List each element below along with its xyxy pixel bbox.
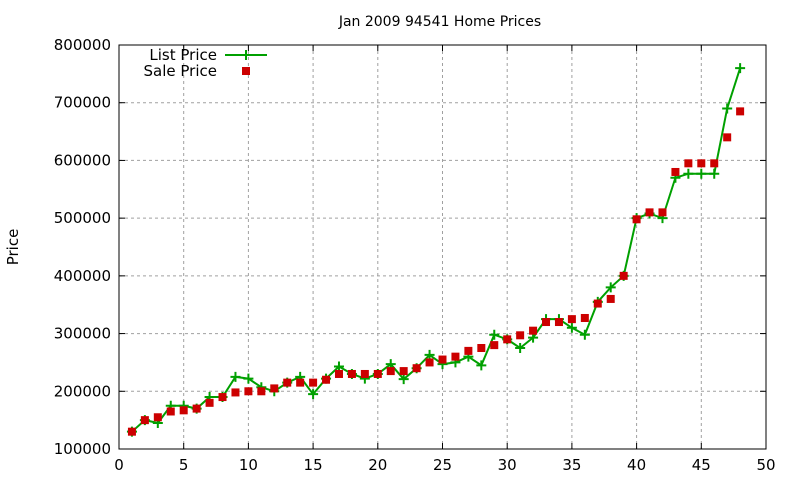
- x-tick-label: 5: [179, 456, 189, 474]
- list-price-point: [709, 168, 720, 179]
- y-tick-label: 400000: [54, 267, 111, 285]
- sale-price-point: [218, 393, 227, 402]
- sale-price-point: [166, 407, 175, 416]
- sale-price-point: [632, 215, 641, 224]
- x-tick-label: 25: [433, 456, 452, 474]
- legend-label-sale-price: Sale Price: [144, 62, 217, 80]
- x-tick-label: 15: [304, 456, 323, 474]
- sale-price-point: [127, 427, 136, 436]
- sale-price-point: [554, 318, 563, 327]
- sale-price-point: [671, 167, 680, 176]
- sale-price-point: [529, 326, 538, 335]
- list-price-point: [489, 329, 500, 340]
- x-tick-label: 40: [627, 456, 646, 474]
- y-axis-label: Price: [4, 229, 22, 266]
- list-price-point: [683, 168, 694, 179]
- list-price-point: [398, 374, 409, 385]
- sale-price-point: [322, 375, 331, 384]
- sale-price-point: [684, 159, 693, 168]
- y-tick-label: 600000: [54, 151, 111, 169]
- list-price-point: [308, 389, 319, 400]
- sale-price-point: [425, 358, 434, 367]
- list-price-point: [566, 322, 577, 333]
- sale-price-point: [334, 369, 343, 378]
- x-tick-label: 50: [756, 456, 775, 474]
- sale-price-point: [438, 355, 447, 364]
- y-tick-label: 500000: [54, 209, 111, 227]
- plot-frame: [118, 44, 767, 450]
- x-tick-label: 0: [114, 456, 124, 474]
- sale-price-point: [490, 341, 499, 350]
- y-tick-label: 700000: [54, 94, 111, 112]
- legend-label-list-price: List Price: [149, 46, 217, 64]
- list-price-point: [722, 103, 733, 114]
- sale-price-point: [516, 331, 525, 340]
- ticks: 0 5 10 15 20 25 30 35 40 45 50 100000 200000 300000 40…: [54, 36, 776, 474]
- sale-price-point: [283, 378, 292, 387]
- sale-price-point: [580, 313, 589, 322]
- sale-price-point: [360, 369, 369, 378]
- series-layer: [126, 63, 746, 437]
- list-price-point: [605, 282, 616, 293]
- sale-price-point: [477, 344, 486, 352]
- sale-price-point: [231, 388, 240, 397]
- sale-price-point: [542, 318, 551, 327]
- list-price-line: [131, 67, 742, 433]
- sale-price-point: [451, 352, 460, 361]
- list-price-point: [333, 361, 344, 372]
- sale-price-point: [373, 369, 382, 378]
- chart-title: Jan 2009 94541 Home Prices: [338, 14, 541, 30]
- list-price-point: [735, 63, 746, 74]
- list-price-point: [476, 360, 487, 371]
- x-tick-label: 10: [239, 456, 258, 474]
- x-tick-label: 30: [498, 456, 517, 474]
- sale-price-point: [710, 159, 719, 168]
- y-tick-label: 200000: [54, 382, 111, 400]
- sale-price-point: [658, 208, 667, 217]
- sale-price-point: [645, 208, 654, 217]
- sale-price-point: [723, 133, 732, 142]
- list-price-point: [243, 373, 254, 384]
- sale-price-point: [386, 367, 395, 376]
- y-tick-label: 800000: [54, 36, 111, 54]
- sale-price-point: [179, 406, 188, 415]
- sale-price-point: [464, 346, 473, 355]
- y-tick-label: 300000: [54, 325, 111, 343]
- sale-price-point: [205, 398, 214, 407]
- sale-price-point: [192, 404, 201, 413]
- sale-price-point: [296, 378, 305, 387]
- legend-marker-sale-price: [242, 67, 250, 75]
- legend-marker-list-price: [241, 50, 251, 60]
- sale-price-point: [697, 159, 706, 168]
- sale-price-point: [140, 416, 149, 425]
- sale-price-point: [619, 271, 628, 280]
- sale-price-point: [567, 315, 576, 324]
- list-price-point: [696, 168, 707, 179]
- list-price-point: [230, 371, 241, 382]
- sale-price-point: [736, 107, 745, 116]
- sale-price-point: [347, 369, 356, 378]
- legend: List Price Sale Price: [144, 46, 267, 80]
- sale-price-point: [606, 294, 615, 303]
- x-tick-label: 45: [692, 456, 711, 474]
- list-price-point: [515, 343, 526, 353]
- sale-price-point: [244, 387, 253, 396]
- sale-price-point: [412, 364, 421, 373]
- sale-price-point: [257, 387, 266, 396]
- grid: [119, 45, 766, 449]
- sale-price-point: [270, 384, 279, 393]
- sale-price-point: [593, 299, 602, 308]
- sale-price-point: [503, 335, 512, 344]
- y-tick-label: 100000: [54, 440, 111, 458]
- x-tick-label: 20: [368, 456, 387, 474]
- x-tick-label: 35: [562, 456, 581, 474]
- sale-price-point: [399, 367, 408, 376]
- sale-price-point: [309, 378, 318, 387]
- list-price-point: [579, 329, 590, 340]
- sale-price-point: [153, 413, 162, 422]
- list-price-point: [424, 349, 435, 360]
